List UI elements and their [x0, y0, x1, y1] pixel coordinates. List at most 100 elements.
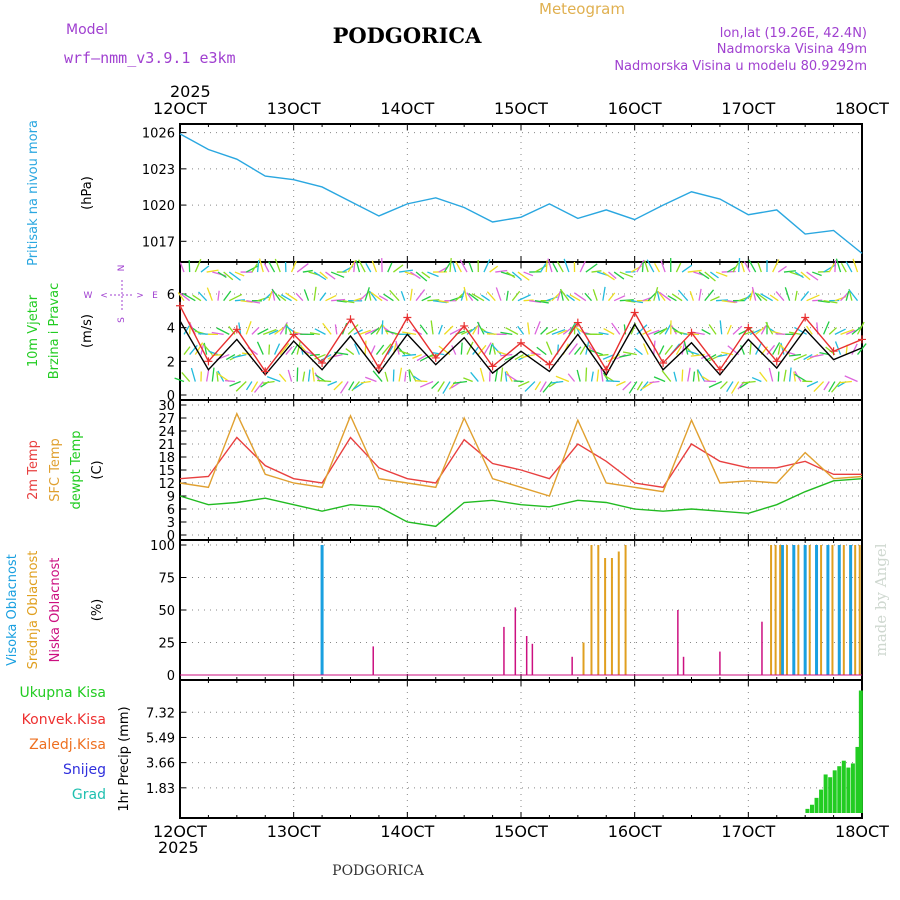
wind-arrow [202, 343, 213, 356]
wind-arrow [296, 340, 301, 355]
wind-arrow [389, 289, 400, 302]
wind-arrow [540, 326, 549, 335]
wind-arrow [653, 287, 659, 301]
wind-arrow [641, 262, 644, 273]
y-axis-label: 2m Temp [26, 440, 41, 500]
wind-arrow [616, 380, 626, 387]
wind-arrow [468, 262, 474, 273]
gust-marker [176, 301, 184, 310]
wind-arrow [421, 271, 431, 279]
bar-clouds [571, 656, 573, 675]
wind-arrow [603, 328, 615, 335]
wind-arrow [486, 291, 496, 302]
wind-arrow [278, 373, 287, 382]
y-axis-label: dewpt Temp [69, 430, 84, 509]
compass-west: W [84, 291, 93, 301]
wind-arrow [562, 326, 574, 335]
wind-arrow [828, 327, 838, 335]
wind-arrow [636, 324, 648, 335]
wind-arrow [692, 371, 696, 382]
y-tick-label: 9 [167, 490, 175, 505]
wind-arrow [678, 289, 689, 302]
wind-arrow [449, 327, 463, 335]
wind-arrow [443, 261, 452, 273]
bar-precipitation [814, 797, 819, 813]
wind-arrow [793, 371, 796, 382]
wind-arrow [598, 331, 609, 336]
wind-arrow [483, 259, 491, 273]
wind-arrow [455, 293, 464, 302]
y-tick-label: 0 [167, 389, 175, 404]
wind-arrow [228, 271, 241, 281]
wind-arrow [472, 325, 479, 335]
wind-arrow [263, 328, 277, 335]
wind-arrow [404, 271, 415, 276]
wind-arrow [360, 380, 371, 384]
y-tick-label: 0 [167, 529, 175, 544]
bar-clouds [849, 545, 853, 675]
wind-arrow [772, 259, 780, 273]
y-tick-label: 25 [158, 637, 175, 652]
wind-arrow [303, 289, 310, 301]
wind-arrow [211, 331, 224, 336]
wind-arrow [740, 345, 745, 355]
wind-arrow [646, 259, 655, 273]
wind-arrow [189, 344, 198, 355]
wind-arrow [602, 271, 615, 281]
wind-arrow [179, 262, 185, 273]
bar-clouds [815, 545, 819, 675]
y-axis-label: (C) [90, 460, 105, 479]
wind-arrow [845, 290, 850, 301]
wind-arrow [845, 329, 856, 335]
wind-arrow [619, 271, 634, 278]
y-tick-label: 6 [167, 503, 175, 518]
wind-arrow [719, 381, 728, 390]
wind-arrow [495, 269, 508, 273]
y-axis-label: SFC Temp [48, 438, 63, 502]
wind-arrow [760, 325, 767, 335]
y-tick-label: 2 [167, 355, 175, 370]
wind-arrow [463, 286, 468, 301]
wind-arrow [336, 300, 347, 303]
bar-clouds [503, 626, 505, 675]
wind-arrow [256, 260, 260, 273]
wind-arrow [653, 376, 666, 383]
wind-arrow [402, 353, 417, 357]
panel-wind: 0 2 4 6 10m Vjetar Brzina i Pravac (m/s) [26, 258, 867, 404]
wind-arrow [355, 260, 361, 273]
wind-arrow [667, 295, 677, 302]
wind-arrow [327, 380, 338, 387]
wind-arrow [769, 294, 779, 302]
wind-arrow [505, 290, 509, 301]
bottom-tick-label: 13OCT [267, 822, 321, 841]
bottom-tick-label: 12OCT [153, 822, 207, 841]
wind-arrow [431, 381, 440, 390]
wind-arrow [505, 327, 519, 335]
wind-arrow [211, 367, 215, 382]
wind-arrow [611, 322, 621, 335]
wind-arrow [307, 369, 311, 382]
wind-arrow [302, 269, 313, 273]
wind-arrow [788, 353, 802, 357]
wind-arrow [852, 258, 859, 273]
y-tick-label: 4 [167, 322, 175, 337]
elevation-label: Nadmorska Visina 49m [717, 42, 867, 57]
y-tick-label: 3 [167, 516, 175, 531]
wind-arrow [495, 287, 502, 301]
wind-arrow [279, 343, 290, 355]
wind-arrow [806, 271, 819, 281]
wind-arrow [721, 300, 736, 304]
wind-arrow [704, 271, 716, 282]
y-axis-label: Visoka Oblacnost [5, 554, 20, 666]
wind-arrow [823, 264, 836, 273]
gust-marker [545, 360, 554, 369]
wind-arrow [410, 271, 421, 280]
wind-arrow [749, 342, 752, 355]
wind-arrow [246, 300, 261, 304]
footer-city: PODGORICA [332, 863, 425, 879]
wind-arrow [268, 329, 279, 335]
y-tick-label: 100 [150, 539, 175, 554]
bar-clouds [826, 545, 830, 675]
gust-marker [403, 313, 412, 322]
wind-arrow [274, 326, 285, 335]
